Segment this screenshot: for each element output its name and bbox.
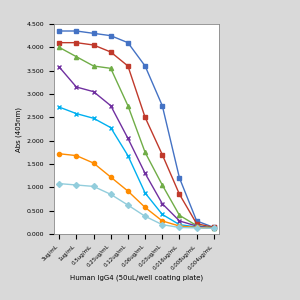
0.05 bbox=[143, 151, 147, 154]
0.013 bbox=[109, 126, 112, 129]
Line: 0.1: 0.1 bbox=[57, 40, 216, 230]
0.006 bbox=[160, 219, 164, 223]
0.006 bbox=[126, 189, 130, 193]
0.013 bbox=[57, 105, 61, 109]
0.1 bbox=[92, 43, 95, 47]
0.006 bbox=[74, 154, 78, 158]
0.025 bbox=[178, 219, 181, 223]
0.1 bbox=[143, 116, 147, 119]
0.006 bbox=[109, 175, 112, 179]
Line: 0.013: 0.013 bbox=[57, 105, 216, 230]
Line: 0.2: 0.2 bbox=[57, 29, 216, 230]
0.013 bbox=[160, 213, 164, 216]
0.1 bbox=[109, 50, 112, 54]
0.006 bbox=[178, 224, 181, 228]
Line: 0.006: 0.006 bbox=[57, 152, 216, 230]
0.025 bbox=[160, 202, 164, 206]
0.1 bbox=[160, 153, 164, 157]
0.05 bbox=[109, 67, 112, 70]
0.05 bbox=[160, 183, 164, 187]
0.006 bbox=[57, 152, 61, 155]
X-axis label: Human IgG4 (50uL/well coating plate): Human IgG4 (50uL/well coating plate) bbox=[70, 275, 203, 281]
0.1 bbox=[195, 222, 199, 226]
0.013 bbox=[212, 226, 216, 230]
0.003 bbox=[160, 223, 164, 226]
0.006 bbox=[143, 206, 147, 209]
0.013 bbox=[143, 191, 147, 195]
0.003 bbox=[212, 226, 216, 230]
0.05 bbox=[195, 224, 199, 227]
0.1 bbox=[126, 64, 130, 68]
0.013 bbox=[74, 112, 78, 116]
0.025 bbox=[74, 85, 78, 89]
0.05 bbox=[178, 214, 181, 217]
0.1 bbox=[178, 193, 181, 196]
0.025 bbox=[109, 104, 112, 107]
0.05 bbox=[126, 104, 130, 107]
0.013 bbox=[92, 116, 95, 120]
0.2 bbox=[92, 32, 95, 35]
0.2 bbox=[212, 226, 216, 229]
0.025 bbox=[126, 136, 130, 140]
0.006 bbox=[195, 226, 199, 229]
0.05 bbox=[212, 226, 216, 230]
0.05 bbox=[92, 64, 95, 68]
0.2 bbox=[126, 41, 130, 44]
0.2 bbox=[178, 176, 181, 180]
0.013 bbox=[195, 225, 199, 229]
0.013 bbox=[126, 154, 130, 158]
0.006 bbox=[92, 161, 95, 165]
0.003 bbox=[143, 214, 147, 218]
0.2 bbox=[160, 104, 164, 107]
0.2 bbox=[109, 34, 112, 38]
0.003 bbox=[126, 203, 130, 207]
0.2 bbox=[195, 219, 199, 223]
0.1 bbox=[57, 41, 61, 44]
Line: 0.025: 0.025 bbox=[57, 65, 216, 230]
Line: 0.05: 0.05 bbox=[57, 45, 216, 230]
0.025 bbox=[212, 226, 216, 230]
0.025 bbox=[195, 224, 199, 228]
0.1 bbox=[74, 41, 78, 44]
Y-axis label: Abs (405nm): Abs (405nm) bbox=[16, 106, 22, 152]
0.1 bbox=[212, 226, 216, 229]
0.006 bbox=[212, 226, 216, 230]
Line: 0.003: 0.003 bbox=[57, 182, 216, 230]
0.003 bbox=[74, 183, 78, 187]
0.025 bbox=[143, 172, 147, 175]
0.2 bbox=[74, 29, 78, 33]
0.05 bbox=[57, 46, 61, 49]
0.2 bbox=[143, 64, 147, 68]
0.003 bbox=[178, 226, 181, 229]
0.003 bbox=[92, 184, 95, 188]
0.025 bbox=[57, 65, 61, 69]
0.003 bbox=[195, 226, 199, 230]
0.013 bbox=[178, 223, 181, 226]
0.025 bbox=[92, 90, 95, 94]
0.05 bbox=[74, 55, 78, 58]
0.003 bbox=[57, 182, 61, 185]
0.003 bbox=[109, 193, 112, 196]
0.2 bbox=[57, 29, 61, 33]
